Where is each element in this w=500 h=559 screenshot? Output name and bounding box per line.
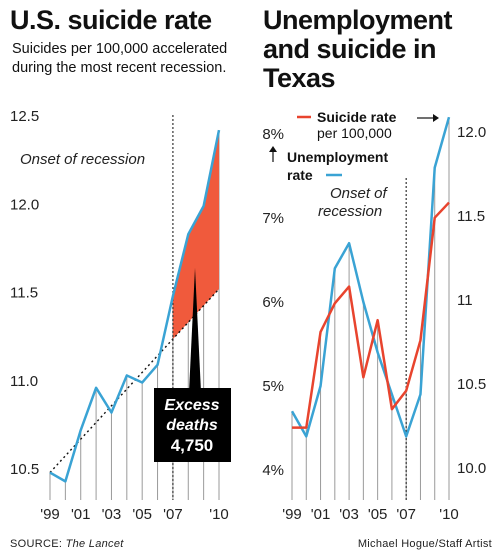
x-tick-label: '03 xyxy=(102,506,122,523)
x-tick-label: '99 xyxy=(40,506,60,523)
x-tick-label: '10 xyxy=(209,506,229,523)
legend-label-unemployment-line2: rate xyxy=(287,167,313,183)
excess-deaths-value: 4,750 xyxy=(171,436,214,455)
source-note: SOURCE: The Lancet xyxy=(10,538,124,550)
y-tick-label-right: 10.5 xyxy=(457,376,486,393)
x-tick-label: '07 xyxy=(163,506,183,523)
x-tick-label: '05 xyxy=(132,506,152,523)
x-tick-label: '01 xyxy=(311,506,331,523)
left-chart-ticks: 10.5 11.0 11.5 12.0 12.5 '99 '01 '03 '05 '07 '10 xyxy=(10,108,229,523)
y-tick-label-right: 12.0 xyxy=(457,124,486,141)
y-tick-label-left: 6% xyxy=(262,294,284,311)
x-tick-label: '07 xyxy=(396,506,416,523)
x-tick-label: '05 xyxy=(368,506,388,523)
x-tick-label: '99 xyxy=(282,506,302,523)
right-chart-title: Unemployment and suicide in Texas xyxy=(263,5,453,93)
legend-label-suicide: Suicide rate xyxy=(317,109,397,125)
left-chart-subtitle: Suicides per 100,000 accelerated during … xyxy=(12,41,228,76)
y-tick-label: 12.0 xyxy=(10,196,39,213)
us-suicide-rate-line xyxy=(49,129,221,483)
suicide-rate-line xyxy=(292,201,450,429)
x-tick-label: '01 xyxy=(71,506,91,523)
y-tick-label-left: 8% xyxy=(262,126,284,143)
excess-deaths-label-line1: Excess xyxy=(164,397,219,414)
right-chart-ticks: 4% 5% 6% 7% 8% 10.0 10.5 11 11.5 12.0 '99 '01 '03 '05… xyxy=(262,124,486,523)
excess-deaths-box xyxy=(154,388,231,462)
recession-label: Onset of recession xyxy=(20,151,145,168)
arrow-up-icon-head xyxy=(269,146,277,152)
callout-pointer xyxy=(189,268,201,392)
y-tick-label-right: 11 xyxy=(457,292,473,309)
excess-deaths-area xyxy=(172,130,219,340)
x-tick-label: '10 xyxy=(439,506,459,523)
source-label: SOURCE: xyxy=(10,538,66,550)
y-tick-label: 10.5 xyxy=(10,461,39,478)
recession-label-line1: Onset of xyxy=(330,185,389,202)
y-tick-label-left: 4% xyxy=(262,462,284,479)
legend-label-suicide-unit: per 100,000 xyxy=(317,125,392,141)
y-tick-label: 11.5 xyxy=(10,285,38,302)
legend-label-unemployment: Unemployment xyxy=(287,149,388,165)
recession-label-line2: recession xyxy=(318,203,382,220)
left-chart-plot: Onset of recession Excess deaths 4,750 xyxy=(20,115,231,500)
artist-credit: Michael Hogue/Staff Artist xyxy=(357,538,492,550)
y-tick-label: 11.0 xyxy=(10,373,38,390)
arrow-right-icon-head xyxy=(433,114,439,122)
y-tick-label-right: 10.0 xyxy=(457,460,486,477)
y-tick-label-left: 5% xyxy=(262,378,284,395)
y-tick-label: 12.5 xyxy=(10,108,39,125)
excess-deaths-label-line2: deaths xyxy=(166,417,218,434)
source-name: The Lancet xyxy=(65,538,124,550)
left-chart-title: U.S. suicide rate xyxy=(10,5,212,35)
y-tick-label-left: 7% xyxy=(262,210,284,227)
x-tick-label: '03 xyxy=(339,506,359,523)
y-tick-label-right: 11.5 xyxy=(457,208,485,225)
unemployment-rate-line xyxy=(290,116,451,438)
